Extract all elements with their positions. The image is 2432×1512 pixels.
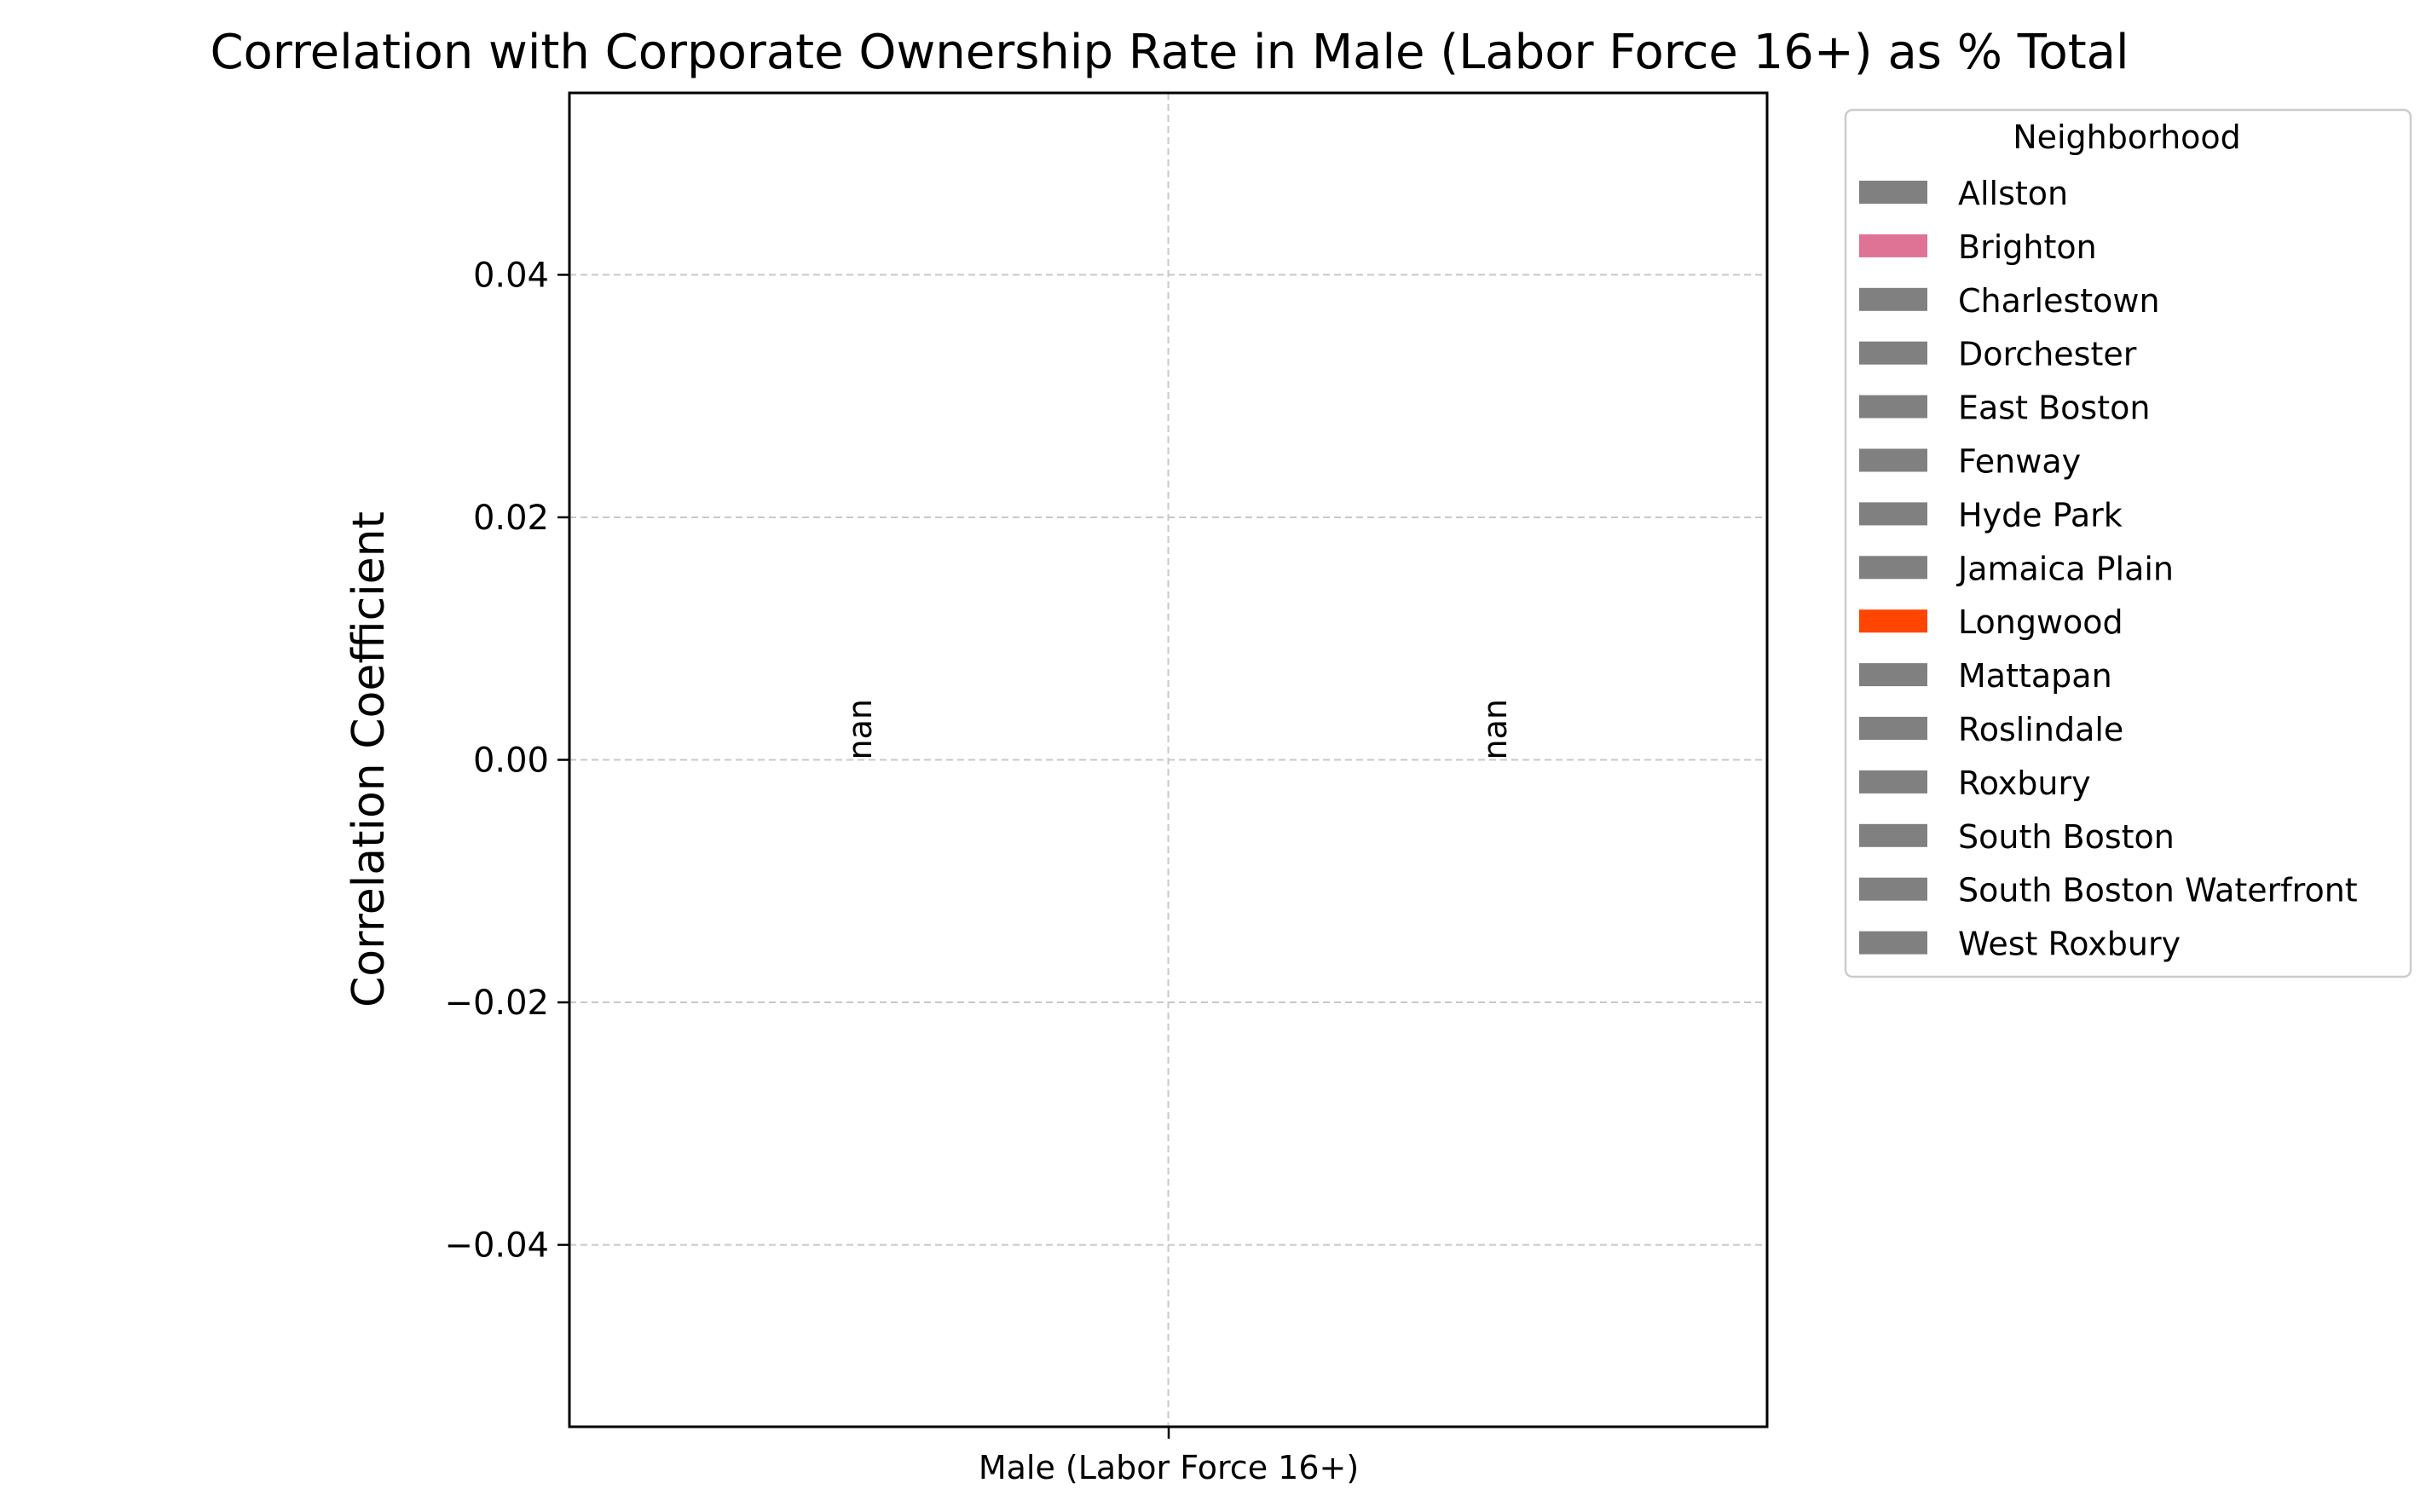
legend-label: Hyde Park [1958,496,2123,534]
value-label: nan [1476,699,1514,759]
legend-swatch [1859,877,1927,901]
legend-item: Brighton [1859,228,2097,266]
legend-swatch [1859,341,1927,365]
y-tick-label: 0.04 [473,256,549,295]
legend-item: South Boston Waterfront [1859,872,2358,909]
legend-swatch [1859,448,1927,472]
legend-label: Dorchester [1958,336,2137,373]
legend-item: South Boston [1859,818,2175,856]
legend-swatch [1859,181,1927,204]
y-axis-label: Correlation Coefficient [344,511,395,1007]
legend-swatch [1859,609,1927,633]
legend-swatch [1859,287,1927,311]
legend-item: West Roxbury [1859,926,2181,963]
legend-label: South Boston Waterfront [1958,872,2358,909]
legend-swatch [1859,395,1927,418]
legend-item: Jamaica Plain [1859,550,2174,587]
legend-item: Roslindale [1859,711,2123,748]
legend-entries: Allston Brighton Charlestown Dorchester East… [1859,175,2358,963]
y-axis-ticks: 0.04 0.02 0.00 −0.02 −0.04 [444,256,569,1266]
legend-swatch [1859,717,1927,740]
legend-item: Mattapan [1859,657,2112,695]
legend-item: Charlestown [1859,282,2160,320]
grid [569,93,1767,1427]
value-label: nan [841,699,879,759]
legend-label: Mattapan [1958,657,2112,695]
legend-label: Jamaica Plain [1956,550,2174,587]
legend-swatch [1859,663,1927,687]
legend-item: Roxbury [1859,765,2091,802]
legend-item: East Boston [1859,390,2150,427]
legend-item: Hyde Park [1859,496,2123,534]
legend-label: Fenway [1958,443,2081,481]
legend-label: Longwood [1958,603,2123,641]
legend-swatch [1859,770,1927,794]
chart-title: Correlation with Corporate Ownership Rat… [210,25,2129,80]
legend-label: Allston [1958,175,2068,212]
legend-item: Longwood [1859,603,2123,641]
legend-label: Roxbury [1958,765,2091,802]
legend-title: Neighborhood [2013,118,2241,156]
y-tick-label: 0.02 [473,499,549,538]
x-tick-label: Male (Labor Force 16+) [979,1449,1359,1486]
legend-label: Brighton [1958,228,2097,266]
legend: Neighborhood Allston Brighton Charlestown D… [1844,108,2412,978]
legend-label: Roslindale [1958,711,2123,748]
legend-swatch [1859,234,1927,257]
legend-label: West Roxbury [1958,926,2181,963]
legend-swatch [1859,931,1927,955]
legend-item: Fenway [1859,443,2081,481]
legend-item: Dorchester [1859,336,2137,373]
y-tick-label: −0.02 [444,984,549,1023]
y-tick-label: −0.04 [444,1226,549,1266]
legend-swatch [1859,823,1927,847]
legend-item: Allston [1859,175,2068,212]
legend-swatch [1859,502,1927,526]
legend-label: South Boston [1958,818,2175,856]
legend-frame [1844,108,2412,978]
y-tick-label: 0.00 [473,742,549,781]
legend-label: Charlestown [1958,282,2160,320]
legend-swatch [1859,556,1927,580]
value-annotations: nan nan [841,699,1514,759]
legend-label: East Boston [1958,390,2150,427]
